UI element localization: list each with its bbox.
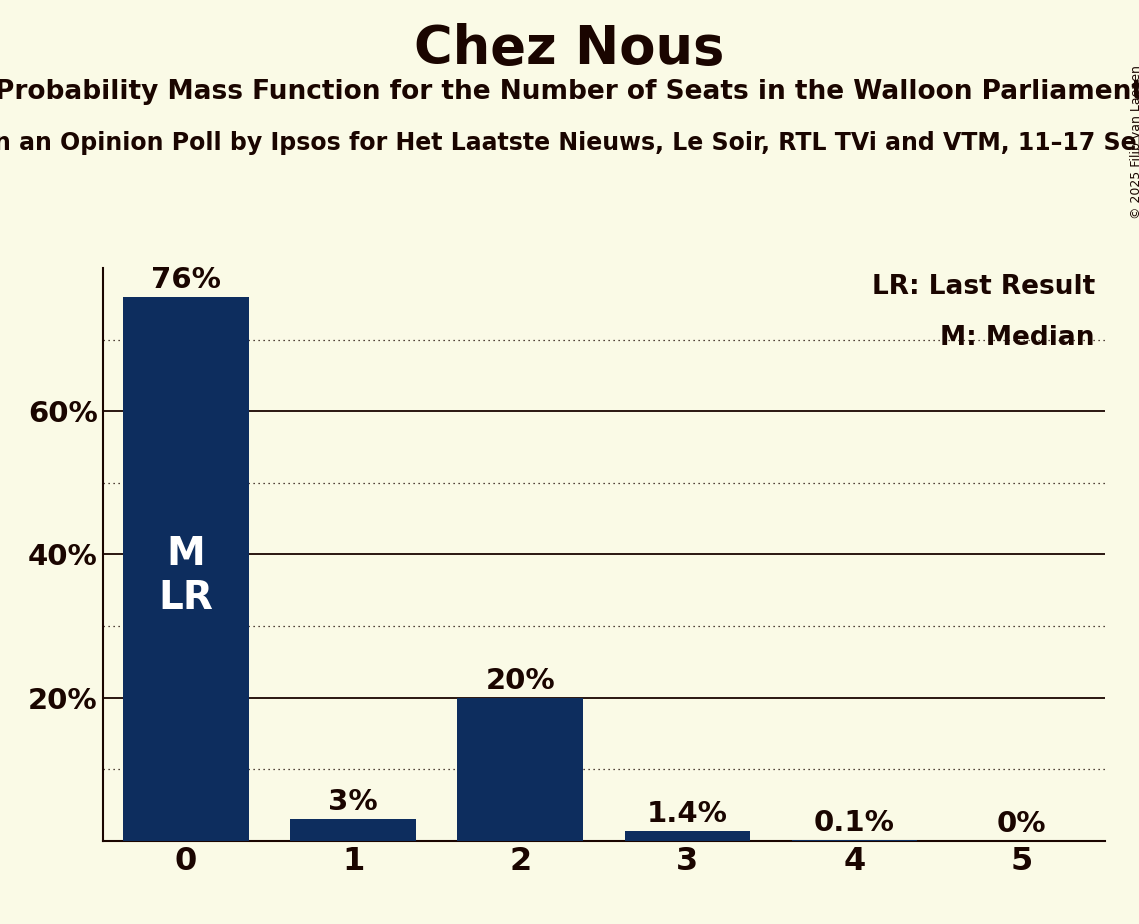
Text: LR: Last Result: LR: Last Result (871, 274, 1095, 299)
Text: Probability Mass Function for the Number of Seats in the Walloon Parliament: Probability Mass Function for the Number… (0, 79, 1139, 104)
Text: 3%: 3% (328, 788, 378, 817)
Bar (123, 297, 248, 841)
Text: M
LR: M LR (158, 535, 213, 617)
Text: © 2025 Filip van Laenen: © 2025 Filip van Laenen (1130, 65, 1139, 219)
Text: 0.1%: 0.1% (813, 809, 895, 837)
Text: 0%: 0% (997, 810, 1046, 838)
Bar (290, 820, 416, 841)
Text: 20%: 20% (485, 667, 555, 695)
Bar (624, 831, 749, 841)
Text: M: Median: M: Median (941, 325, 1095, 351)
Text: n an Opinion Poll by Ipsos for Het Laatste Nieuws, Le Soir, RTL TVi and VTM, 11–: n an Opinion Poll by Ipsos for Het Laats… (0, 131, 1139, 155)
Text: Chez Nous: Chez Nous (415, 23, 724, 75)
Text: 1.4%: 1.4% (647, 800, 728, 828)
Text: 76%: 76% (151, 266, 221, 294)
Bar (458, 698, 583, 841)
